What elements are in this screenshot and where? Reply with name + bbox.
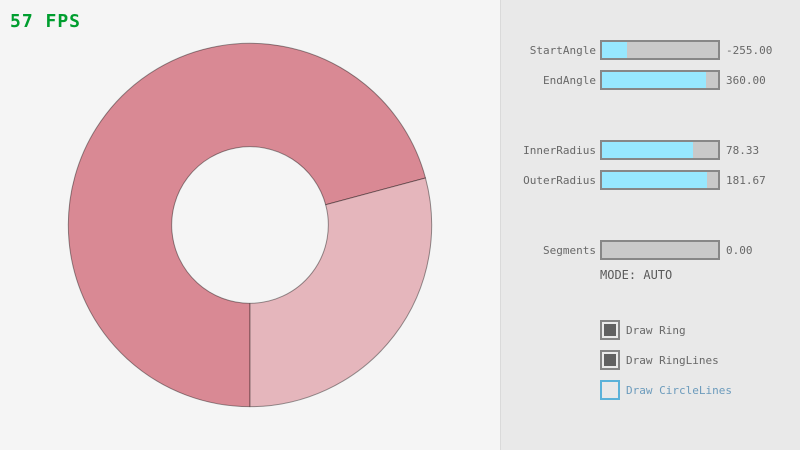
innerradius-value: 78.33 xyxy=(726,144,760,157)
startangle-label: StartAngle xyxy=(529,44,596,57)
draw-ring-checkbox[interactable] xyxy=(600,320,620,340)
ring-segment-light xyxy=(249,177,433,408)
startangle-slider[interactable] xyxy=(600,40,720,60)
ring-lines xyxy=(67,42,433,408)
endangle-label: EndAngle xyxy=(543,74,596,87)
endangle-value: 360.00 xyxy=(726,74,766,87)
startangle-value: -255.00 xyxy=(726,44,773,57)
outerradius-value: 181.67 xyxy=(726,174,766,187)
endangle-slider-fill xyxy=(602,72,707,88)
fps-counter: 57 FPS xyxy=(10,11,82,32)
ring-canvas xyxy=(67,42,433,408)
draw-ringlines-checkmark xyxy=(604,354,616,366)
outerradius-slider-fill xyxy=(602,172,708,188)
draw-ringlines-label: Draw RingLines xyxy=(626,354,719,367)
draw-ring-checkmark xyxy=(604,324,616,336)
draw-ringlines-checkbox[interactable] xyxy=(600,350,620,370)
innerradius-label: InnerRadius xyxy=(523,144,596,157)
endangle-slider[interactable] xyxy=(600,70,720,90)
control-panel xyxy=(500,0,800,450)
innerradius-slider[interactable] xyxy=(600,140,720,160)
outerradius-label: OuterRadius xyxy=(523,174,596,187)
draw-circlelines-checkbox[interactable] xyxy=(600,380,620,400)
segments-slider[interactable] xyxy=(600,240,720,260)
ring-segment-dark xyxy=(67,42,427,408)
outerradius-slider[interactable] xyxy=(600,170,720,190)
startangle-slider-fill xyxy=(602,42,628,58)
segments-label: Segments xyxy=(543,244,596,257)
draw-circlelines-label: Draw CircleLines xyxy=(626,384,732,397)
segments-value: 0.00 xyxy=(726,244,753,257)
draw-ring-label: Draw Ring xyxy=(626,324,686,337)
segments-mode-text: MODE: AUTO xyxy=(600,268,673,282)
innerradius-slider-fill xyxy=(602,142,693,158)
